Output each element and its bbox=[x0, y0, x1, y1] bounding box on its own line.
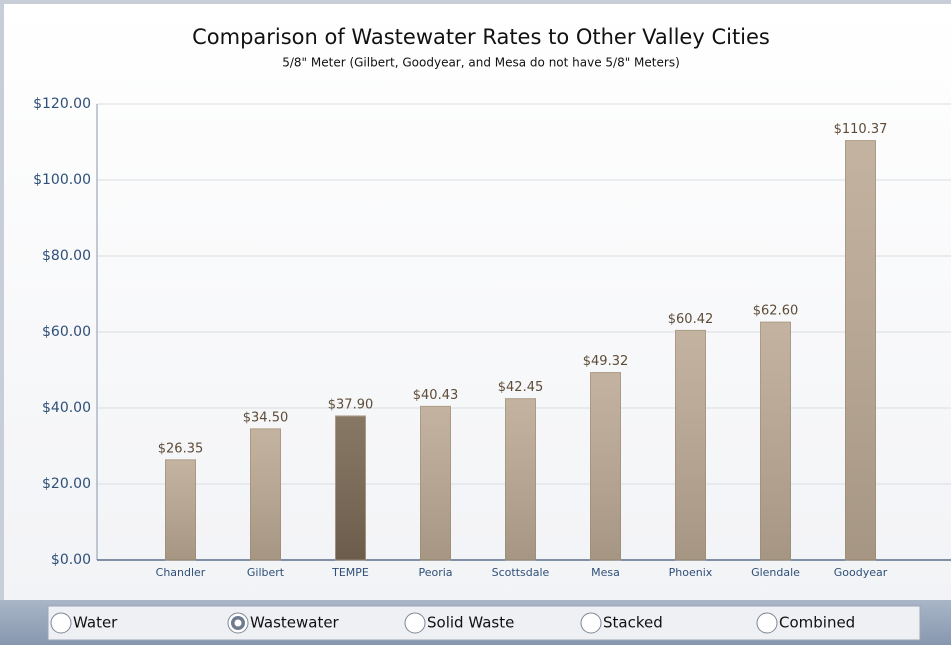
radio-button[interactable] bbox=[404, 612, 426, 634]
y-tick-label: $100.00 bbox=[33, 172, 91, 188]
value-label: $40.43 bbox=[413, 388, 459, 403]
x-tick-label: Gilbert bbox=[247, 566, 285, 579]
y-tick-label: $40.00 bbox=[42, 400, 91, 416]
value-label: $26.35 bbox=[158, 441, 204, 456]
radio-label[interactable]: Wastewater bbox=[250, 614, 340, 632]
radio-option[interactable]: Solid Waste bbox=[404, 612, 514, 634]
bar bbox=[165, 459, 196, 561]
bar bbox=[675, 329, 706, 561]
x-tick-label: Goodyear bbox=[834, 566, 888, 579]
x-tick-label: Glendale bbox=[751, 566, 800, 579]
value-label: $37.90 bbox=[328, 397, 374, 412]
x-tick-label: Scottsdale bbox=[492, 566, 550, 579]
bar bbox=[420, 405, 451, 561]
radio-label[interactable]: Water bbox=[73, 614, 118, 632]
value-label: $42.45 bbox=[498, 380, 544, 395]
radio-button[interactable] bbox=[50, 612, 72, 634]
bar bbox=[335, 415, 366, 561]
value-label: $62.60 bbox=[753, 304, 799, 319]
bar bbox=[505, 398, 536, 561]
y-tick-label: $20.00 bbox=[42, 476, 91, 492]
x-tick-label: Phoenix bbox=[669, 566, 713, 579]
radio-label[interactable]: Combined bbox=[779, 614, 855, 632]
radio-option[interactable]: Combined bbox=[756, 612, 855, 634]
bar bbox=[250, 428, 281, 561]
radio-group: Water Wastewater Solid Waste Stacked Combine… bbox=[50, 612, 855, 634]
value-label: $34.50 bbox=[243, 410, 289, 425]
chart-subtitle: 5/8" Meter (Gilbert, Goodyear, and Mesa … bbox=[282, 56, 680, 70]
radio-dot bbox=[234, 619, 242, 627]
radio-button[interactable] bbox=[580, 612, 602, 634]
radio-button[interactable] bbox=[756, 612, 778, 634]
radio-label[interactable]: Solid Waste bbox=[427, 614, 514, 632]
bar bbox=[590, 372, 621, 561]
y-tick-label: $60.00 bbox=[42, 324, 91, 340]
bar bbox=[845, 140, 876, 561]
x-tick-label: Chandler bbox=[156, 566, 206, 579]
bar bbox=[760, 321, 791, 561]
y-tick-label: $0.00 bbox=[51, 552, 91, 568]
chart-panel bbox=[4, 4, 951, 600]
y-tick-label: $120.00 bbox=[33, 96, 91, 112]
value-label: $60.42 bbox=[668, 312, 714, 327]
radio-option[interactable]: Water bbox=[50, 612, 118, 634]
value-label: $110.37 bbox=[834, 122, 888, 137]
x-tick-label: TEMPE bbox=[331, 566, 369, 579]
chart-title: Comparison of Wastewater Rates to Other … bbox=[192, 25, 770, 49]
x-tick-label: Mesa bbox=[591, 566, 620, 579]
y-tick-label: $80.00 bbox=[42, 248, 91, 264]
radio-option[interactable]: Wastewater bbox=[227, 612, 340, 634]
radio-option[interactable]: Stacked bbox=[580, 612, 663, 634]
x-tick-label: Peoria bbox=[418, 566, 452, 579]
value-label: $49.32 bbox=[583, 354, 629, 369]
radio-label[interactable]: Stacked bbox=[603, 614, 663, 632]
